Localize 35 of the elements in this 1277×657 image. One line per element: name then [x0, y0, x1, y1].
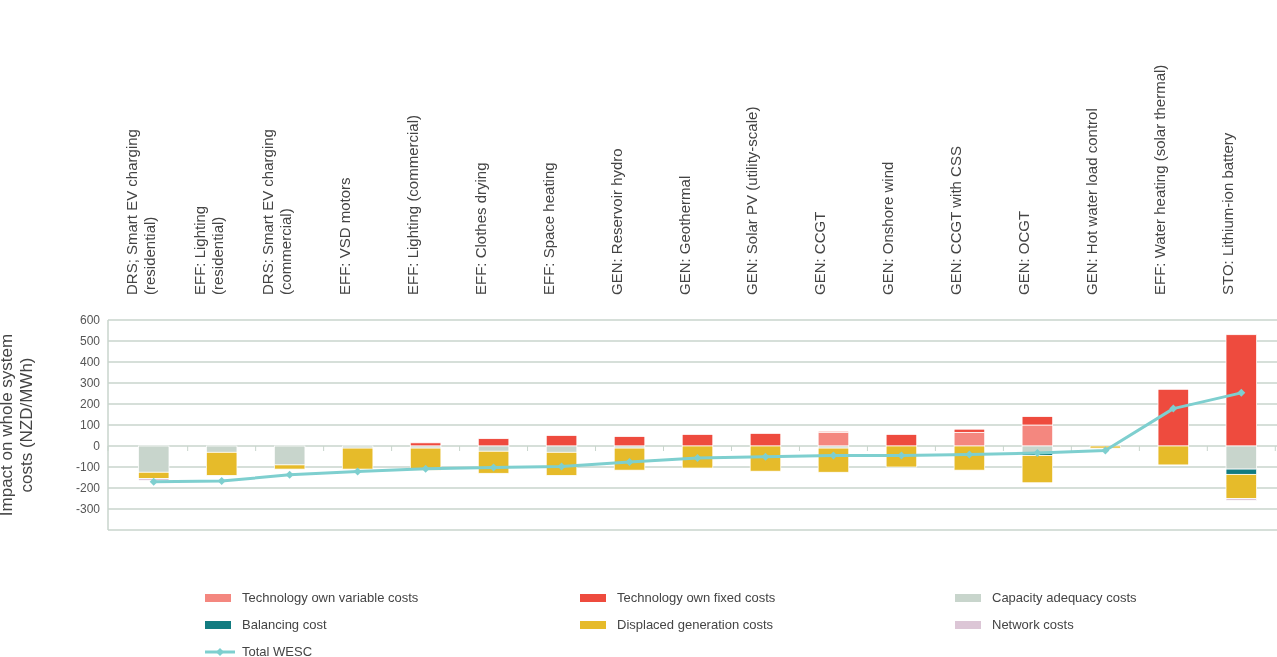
y-tick-label: 300: [79, 376, 101, 391]
y-tick-label: 600: [79, 313, 101, 328]
x-tick-label: GEN: OCGT: [1015, 210, 1033, 295]
legend-label: Total WESC: [242, 643, 313, 657]
x-tick-label: STO: Lithium-ion battery: [1219, 132, 1237, 295]
x-tick-label: DRS; Smart EV charging (residential): [122, 129, 158, 295]
y-tick-label: -300: [75, 502, 101, 517]
legend-label: Technology own fixed costs: [617, 589, 776, 605]
x-tick-label: EFF: Space heating: [539, 162, 557, 295]
legend-label: Displaced generation costs: [617, 616, 774, 632]
x-tick-label: EFF: Lighting (residential): [190, 205, 226, 295]
x-tick-label: GEN: Hot water load control: [1083, 108, 1101, 295]
x-tick-label: EFF: Water heating (solar thermal): [1151, 64, 1169, 295]
legend-label: Technology own variable costs: [242, 589, 419, 605]
y-tick-label: -200: [75, 481, 101, 496]
x-tick-label: GEN: CCGT: [811, 211, 829, 295]
x-tick-label: EFF: VSD motors: [335, 177, 353, 295]
x-tick-label: EFF: Lighting (commercial): [403, 114, 421, 295]
y-tick-label: 0: [93, 439, 101, 454]
y-axis-title: Impact on whole system costs (NZD/MWh): [0, 333, 37, 517]
x-tick-label: DRS: Smart EV charging (commercial): [258, 129, 294, 295]
x-tick-label: GEN: Reservoir hydro: [607, 148, 625, 295]
y-tick-label: 200: [79, 397, 101, 412]
x-tick-label: GEN: CCGT with CSS: [947, 146, 965, 295]
x-tick-label: EFF: Clothes drying: [471, 162, 489, 295]
x-tick-label: GEN: Geothermal: [675, 175, 693, 295]
y-tick-label: 100: [79, 418, 101, 433]
x-tick-label: GEN: Solar PV (utility-scale): [743, 106, 761, 295]
y-tick-label: 500: [79, 334, 101, 349]
legend-label: Network costs: [992, 616, 1075, 632]
y-tick-label: 400: [79, 355, 101, 370]
legend-label: Balancing cost: [242, 616, 327, 632]
legend-label: Capacity adequacy costs: [992, 589, 1138, 605]
x-tick-label: GEN: Onshore wind: [879, 161, 897, 295]
y-tick-label: -100: [75, 460, 101, 475]
